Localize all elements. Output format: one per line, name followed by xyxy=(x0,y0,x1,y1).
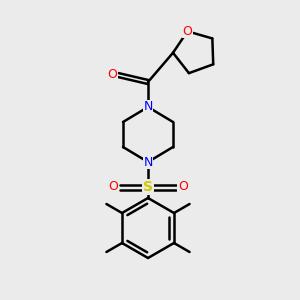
Text: N: N xyxy=(143,100,153,113)
Text: O: O xyxy=(107,68,117,82)
Text: N: N xyxy=(143,155,153,169)
Text: O: O xyxy=(178,181,188,194)
Text: S: S xyxy=(143,180,153,194)
Text: O: O xyxy=(182,25,192,38)
Text: O: O xyxy=(108,181,118,194)
